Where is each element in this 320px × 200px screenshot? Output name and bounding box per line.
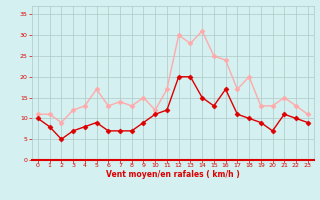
X-axis label: Vent moyen/en rafales ( km/h ): Vent moyen/en rafales ( km/h ) [106, 170, 240, 179]
